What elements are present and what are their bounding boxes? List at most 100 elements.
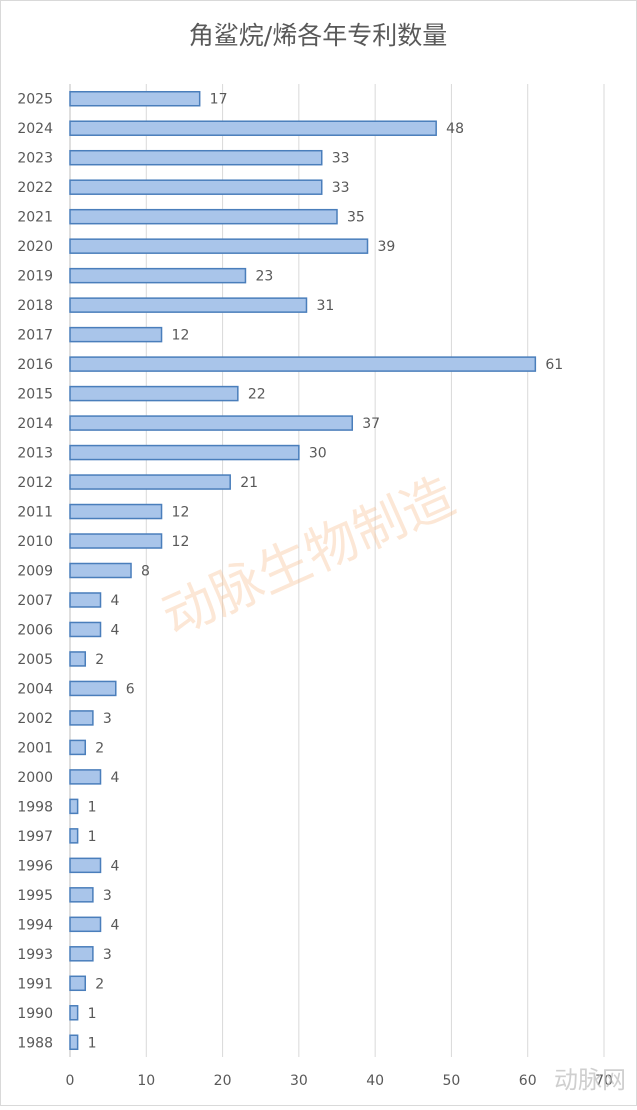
y-tick-label: 2025 xyxy=(17,92,53,108)
y-tick-label: 2023 xyxy=(17,151,53,167)
data-label: 4 xyxy=(111,858,120,874)
bar xyxy=(69,651,87,667)
bar xyxy=(69,356,537,372)
bar xyxy=(69,562,132,579)
x-tick-label: 30 xyxy=(290,1073,308,1089)
bar xyxy=(69,503,163,520)
data-label: 2 xyxy=(95,652,104,668)
y-tick-label: 2022 xyxy=(17,180,53,196)
bar xyxy=(69,149,323,166)
y-tick-label: 2016 xyxy=(17,357,53,373)
y-tick-label: 2024 xyxy=(17,121,53,137)
data-label: 48 xyxy=(446,121,464,137)
data-label: 4 xyxy=(111,770,120,786)
bar xyxy=(69,621,102,638)
bar xyxy=(69,798,79,815)
y-tick-label: 1990 xyxy=(17,1006,53,1022)
data-label: 4 xyxy=(111,593,120,609)
bar xyxy=(69,208,338,225)
data-label: 1 xyxy=(88,829,97,845)
y-tick-label: 2019 xyxy=(17,269,53,285)
data-label: 1 xyxy=(88,1035,97,1051)
bar xyxy=(69,444,300,461)
y-tick-label: 1997 xyxy=(17,829,53,845)
bar xyxy=(69,946,94,962)
y-tick-label: 2011 xyxy=(17,505,53,521)
bar xyxy=(69,1005,79,1021)
x-tick-label: 0 xyxy=(66,1073,75,1089)
data-label: 30 xyxy=(309,446,327,462)
data-label: 4 xyxy=(111,622,120,638)
bar xyxy=(69,120,437,136)
data-label: 8 xyxy=(141,564,150,580)
bar xyxy=(69,474,231,490)
bar xyxy=(69,916,102,933)
bar xyxy=(69,769,102,785)
y-tick-label: 2004 xyxy=(17,681,53,697)
bar xyxy=(69,857,102,874)
y-tick-label: 2020 xyxy=(17,239,53,255)
bar xyxy=(69,533,163,549)
bar xyxy=(69,238,369,254)
data-label: 2 xyxy=(95,740,104,756)
data-label: 3 xyxy=(103,711,112,727)
y-tick-label: 2009 xyxy=(17,564,53,580)
x-tick-label: 40 xyxy=(366,1073,384,1089)
y-tick-label: 2007 xyxy=(17,593,53,609)
data-label: 4 xyxy=(111,917,120,933)
y-tick-label: 1996 xyxy=(17,858,53,874)
data-label: 33 xyxy=(332,180,350,196)
bar xyxy=(69,415,354,431)
bar xyxy=(69,90,201,107)
y-tick-label: 1991 xyxy=(17,976,53,992)
chart-title: 角鲨烷/烯各年专利数量 xyxy=(189,21,447,50)
y-tick-label: 2013 xyxy=(17,446,53,462)
y-tick-label: 2012 xyxy=(17,475,53,491)
data-label: 31 xyxy=(316,298,334,314)
data-label: 61 xyxy=(545,357,563,373)
data-label: 39 xyxy=(378,239,396,255)
y-tick-label: 1994 xyxy=(17,917,53,933)
y-tick-label: 1993 xyxy=(17,947,53,963)
bar xyxy=(69,385,239,402)
y-tick-label: 2014 xyxy=(17,416,53,432)
bar xyxy=(69,975,87,992)
y-tick-label: 1988 xyxy=(17,1035,53,1051)
bar xyxy=(69,326,163,343)
data-label: 12 xyxy=(172,328,190,344)
y-tick-label: 1995 xyxy=(17,888,53,904)
bar xyxy=(69,887,94,903)
y-tick-label: 2005 xyxy=(17,652,53,668)
x-tick-label: 10 xyxy=(137,1073,155,1089)
x-tick-label: 50 xyxy=(443,1073,461,1089)
data-label: 2 xyxy=(95,976,104,992)
data-label: 22 xyxy=(248,387,266,403)
data-label: 1 xyxy=(88,1006,97,1022)
bar xyxy=(69,828,79,844)
x-tick-label: 20 xyxy=(214,1073,232,1089)
bar xyxy=(69,710,94,726)
y-tick-label: 2017 xyxy=(17,328,53,344)
y-tick-label: 2001 xyxy=(17,740,53,756)
data-label: 12 xyxy=(172,505,190,521)
bar xyxy=(69,592,102,608)
data-label: 21 xyxy=(240,475,258,491)
bar xyxy=(69,267,247,284)
y-tick-label: 2018 xyxy=(17,298,53,314)
data-label: 37 xyxy=(362,416,380,432)
x-tick-label: 70 xyxy=(595,1073,613,1089)
data-label: 17 xyxy=(210,92,228,108)
y-tick-label: 1998 xyxy=(17,799,53,815)
data-label: 23 xyxy=(255,269,273,285)
data-label: 35 xyxy=(347,210,365,226)
data-label: 1 xyxy=(88,799,97,815)
bar xyxy=(69,1034,79,1051)
data-label: 6 xyxy=(126,681,135,697)
y-tick-label: 2006 xyxy=(17,622,53,638)
y-tick-label: 2010 xyxy=(17,534,53,550)
bar xyxy=(69,739,87,756)
bar xyxy=(69,680,117,697)
bar xyxy=(69,179,323,195)
x-tick-label: 60 xyxy=(519,1073,537,1089)
